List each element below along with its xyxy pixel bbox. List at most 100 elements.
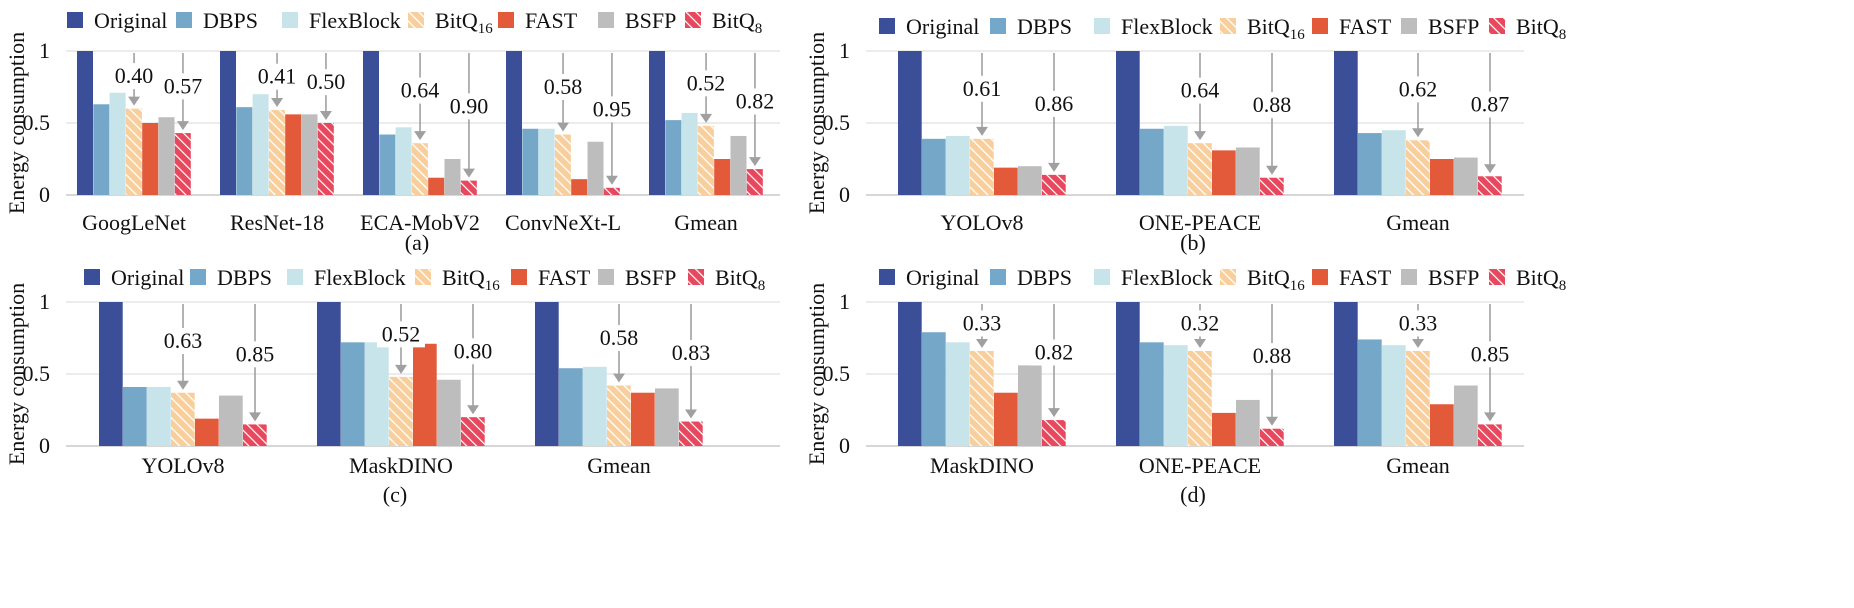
annotation-value: 0.32 xyxy=(1181,310,1220,335)
annotation-value: 0.52 xyxy=(687,70,726,95)
bar-gmean-bitq16 xyxy=(697,125,714,195)
legend-label-original: Original xyxy=(906,265,979,290)
legend-swatch-flexblock xyxy=(1094,269,1110,285)
y-axis-label: Energy consumption xyxy=(804,32,829,214)
legend-swatch-bitq8 xyxy=(688,269,704,285)
annotation-bg xyxy=(1248,92,1296,119)
legend: Original DBPS FlexBlock BitQ16 FAST BSFP BitQ8 xyxy=(879,14,1566,43)
bar-one-peace-original xyxy=(1116,302,1140,446)
legend-swatch-dbps xyxy=(190,269,206,285)
bar-one-peace-fast xyxy=(1212,412,1236,446)
y-axis-label: Energy consumption xyxy=(4,32,29,214)
annotation-value: 0.85 xyxy=(1471,341,1510,366)
annotation-arrowhead xyxy=(605,175,618,185)
annotation-value: 0.41 xyxy=(258,64,297,89)
legend-swatch-bsfp xyxy=(1401,18,1417,34)
bar-gmean-flexblock xyxy=(1382,345,1406,446)
bar-gmean-flexblock xyxy=(1382,130,1406,195)
bar-resnet-18-flexblock xyxy=(252,94,269,195)
annotation-arrowhead xyxy=(1484,412,1496,422)
annotation-bg xyxy=(730,88,779,115)
x-tick-label: ECA-MobV2 xyxy=(360,210,480,235)
bar-yolov8-bsfp xyxy=(1018,166,1042,195)
annotation-bg xyxy=(1176,77,1224,104)
bar-maskdino-bitq8 xyxy=(461,417,485,446)
legend-swatch-fast xyxy=(498,12,514,28)
annotation-bg xyxy=(682,70,731,97)
legend-swatch-bsfp xyxy=(598,12,614,28)
y-tick-label: 1 xyxy=(39,38,50,63)
annotation-bg xyxy=(1466,91,1514,118)
annotation-value: 0.33 xyxy=(963,310,1002,335)
bar-gmean-bsfp xyxy=(1454,385,1478,446)
x-tick-label: Gmean xyxy=(674,210,738,235)
annotation-arrowhead xyxy=(128,96,141,106)
annotation-value: 0.83 xyxy=(672,340,711,365)
bar-one-peace-dbps xyxy=(1140,342,1164,446)
bar-yolov8-bitq16 xyxy=(970,138,994,195)
bar-one-peace-flexblock xyxy=(1164,125,1188,195)
bar-one-peace-dbps xyxy=(1140,128,1164,195)
legend-label-fast: FAST xyxy=(538,265,591,290)
annotation-value: 0.80 xyxy=(454,338,493,363)
annotation-bg xyxy=(1394,310,1442,337)
bar-maskdino-bsfp xyxy=(1018,365,1042,446)
bar-convnext-l-bsfp xyxy=(587,141,604,195)
annotation-bg xyxy=(158,73,207,100)
legend-swatch-bsfp xyxy=(1401,269,1417,285)
legend-swatch-flexblock xyxy=(282,12,298,28)
bar-resnet-18-bitq8 xyxy=(317,123,334,195)
legend-label-flexblock: FlexBlock xyxy=(309,8,401,33)
y-tick-label: 0.5 xyxy=(23,110,51,135)
legend-swatch-bitq8 xyxy=(1489,269,1505,285)
bar-googlenet-bsfp xyxy=(158,117,175,195)
legend-swatch-bsfp xyxy=(598,269,614,285)
legend-label-dbps: DBPS xyxy=(203,8,258,33)
y-tick-label: 1 xyxy=(839,289,850,314)
bar-one-peace-fast xyxy=(1212,150,1236,195)
x-tick-label: Gmean xyxy=(1386,453,1450,478)
bar-gmean-bitq8 xyxy=(679,421,703,446)
annotation-arrowhead xyxy=(1484,164,1496,174)
annotation-bg xyxy=(444,93,493,120)
annotation-bg xyxy=(1394,76,1442,103)
y-tick-label: 0.5 xyxy=(823,361,851,386)
legend-swatch-dbps xyxy=(990,18,1006,34)
legend-label-dbps: DBPS xyxy=(1017,14,1072,39)
bar-resnet-18-original xyxy=(220,51,236,195)
bar-yolov8-bsfp xyxy=(219,395,243,446)
x-tick-label: GoogLeNet xyxy=(82,210,186,235)
annotation-arrowhead xyxy=(1266,416,1278,426)
bar-gmean-fast xyxy=(1430,404,1454,446)
bar-eca-mobv2-bsfp xyxy=(444,159,461,195)
bar-gmean-flexblock xyxy=(681,112,698,195)
legend: Original DBPS FlexBlock BitQ16 FAST BSFP BitQ8 xyxy=(84,265,765,294)
annotation-value: 0.82 xyxy=(1035,339,1074,364)
annotation-bg xyxy=(1466,341,1514,368)
bar-gmean-dbps xyxy=(665,120,682,195)
annotation-bg xyxy=(449,338,497,365)
annotation-arrowhead xyxy=(414,131,427,141)
annotation-arrowhead xyxy=(1266,165,1278,175)
bar-yolov8-original xyxy=(898,51,922,195)
bar-maskdino-flexblock xyxy=(365,342,389,446)
legend-label-flexblock: FlexBlock xyxy=(1121,265,1213,290)
bar-yolov8-flexblock xyxy=(946,135,970,195)
bar-maskdino-bitq8 xyxy=(1042,420,1066,446)
y-tick-label: 1 xyxy=(39,289,50,314)
bar-gmean-flexblock xyxy=(583,366,607,446)
annotation-bg xyxy=(231,341,279,368)
annotation-value: 0.40 xyxy=(115,63,154,88)
bar-gmean-original xyxy=(1334,51,1358,195)
annotation-value: 0.62 xyxy=(1399,76,1438,101)
legend-label-bsfp: BSFP xyxy=(625,265,676,290)
annotation-bg xyxy=(396,77,445,104)
annotation-value: 0.33 xyxy=(1399,310,1438,335)
legend-swatch-bitq16 xyxy=(1220,18,1236,34)
bar-gmean-bitq8 xyxy=(1478,176,1502,195)
annotation-arrowhead xyxy=(176,121,189,131)
bar-yolov8-fast xyxy=(195,418,219,446)
bar-one-peace-bitq16 xyxy=(1188,143,1212,195)
bar-gmean-bitq8 xyxy=(1478,424,1502,446)
annotation-bg xyxy=(159,328,207,355)
